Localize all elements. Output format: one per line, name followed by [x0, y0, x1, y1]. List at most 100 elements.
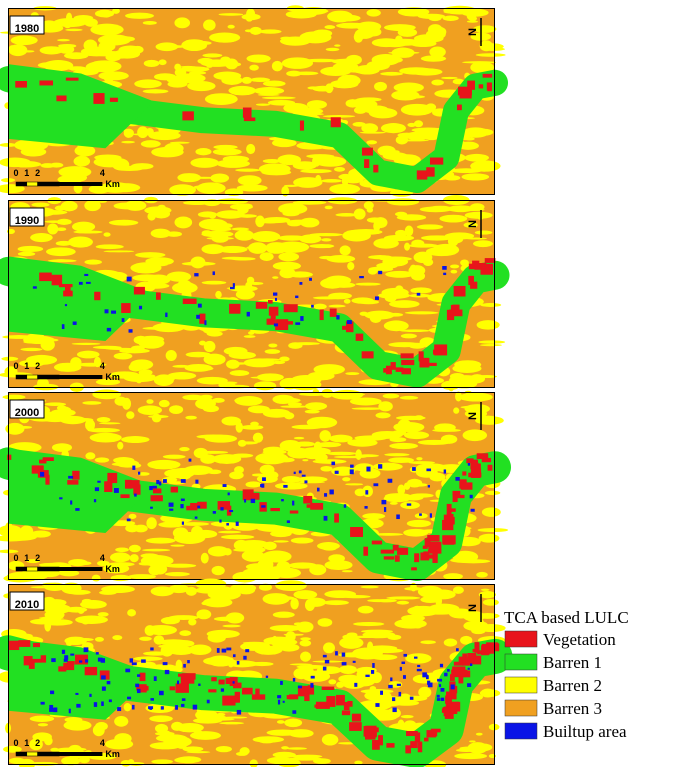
terrain-patch	[114, 397, 127, 406]
terrain-patch	[172, 640, 194, 647]
terrain-patch	[204, 341, 216, 352]
builtup-patch	[141, 659, 146, 662]
vegetation-patch	[483, 74, 493, 78]
terrain-patch	[234, 466, 244, 473]
builtup-patch	[84, 274, 88, 276]
vegetation-patch	[433, 732, 437, 737]
terrain-patch	[159, 59, 167, 65]
terrain-patch	[53, 18, 86, 27]
terrain-patch	[30, 716, 54, 722]
terrain-patch	[300, 640, 312, 647]
terrain-patch	[293, 177, 322, 188]
terrain-patch	[222, 625, 240, 628]
vegetation-patch	[383, 368, 388, 372]
builtup-patch	[161, 706, 164, 709]
scale-label: 2	[35, 168, 40, 178]
builtup-patch	[109, 699, 112, 702]
terrain-patch	[7, 533, 38, 541]
builtup-patch	[342, 653, 345, 657]
terrain-patch	[196, 435, 230, 439]
terrain-patch	[18, 426, 32, 429]
builtup-patch	[189, 459, 192, 462]
builtup-patch	[132, 705, 135, 710]
terrain-patch	[305, 410, 320, 414]
terrain-patch	[77, 638, 93, 641]
terrain-patch	[441, 77, 457, 79]
builtup-patch	[222, 649, 227, 653]
terrain-patch	[154, 374, 174, 386]
builtup-patch	[412, 467, 416, 471]
terrain-patch	[451, 218, 459, 221]
terrain-patch	[426, 29, 446, 40]
terrain-patch	[262, 97, 296, 100]
scale-label: 1	[24, 553, 29, 563]
builtup-patch	[111, 311, 116, 314]
builtup-patch	[228, 493, 230, 496]
terrain-patch	[145, 257, 174, 265]
terrain-patch	[291, 538, 314, 544]
terrain-patch	[121, 436, 149, 443]
terrain-patch	[411, 240, 424, 247]
terrain-patch	[75, 616, 108, 624]
vegetation-patch	[52, 275, 63, 286]
terrain-patch	[281, 746, 289, 749]
terrain-patch	[169, 184, 196, 195]
vegetation-patch	[350, 527, 363, 537]
terrain-patch	[460, 259, 469, 266]
terrain-patch	[272, 637, 282, 648]
terrain-patch	[453, 586, 464, 594]
vegetation-patch	[363, 547, 368, 556]
terrain-patch	[132, 274, 162, 281]
builtup-patch	[261, 484, 264, 488]
vegetation-patch	[386, 743, 394, 748]
terrain-patch	[94, 155, 121, 161]
terrain-patch	[344, 175, 364, 183]
legend-swatch	[505, 677, 537, 693]
builtup-patch	[410, 697, 414, 700]
terrain-patch	[287, 747, 307, 750]
north-label: N	[467, 604, 479, 612]
terrain-patch	[429, 473, 445, 482]
vegetation-patch	[24, 656, 33, 665]
terrain-patch	[481, 589, 490, 591]
builtup-patch	[404, 654, 407, 657]
vegetation-patch	[362, 351, 374, 358]
vegetation-patch	[41, 655, 46, 662]
vegetation-patch	[336, 695, 345, 705]
terrain-patch	[389, 443, 418, 449]
terrain-patch	[465, 237, 487, 239]
terrain-patch	[275, 580, 307, 591]
scale-label: 2	[35, 361, 40, 371]
vegetation-patch	[410, 741, 417, 748]
terrain-patch	[263, 450, 287, 455]
terrain-patch	[176, 723, 204, 732]
terrain-patch	[398, 85, 404, 95]
builtup-patch	[444, 673, 447, 677]
vegetation-patch	[208, 689, 216, 692]
vegetation-patch	[32, 659, 41, 663]
terrain-patch	[294, 622, 303, 625]
terrain-patch	[238, 175, 262, 185]
terrain-patch	[272, 61, 283, 71]
terrain-patch	[56, 241, 72, 246]
terrain-patch	[95, 637, 104, 642]
terrain-patch	[294, 71, 318, 75]
vegetation-patch	[222, 696, 235, 706]
terrain-patch	[485, 491, 500, 495]
terrain-patch	[124, 703, 132, 711]
terrain-patch	[398, 28, 417, 37]
terrain-patch	[57, 39, 70, 41]
terrain-patch	[480, 344, 502, 346]
legend-label: Barren 1	[543, 653, 602, 672]
vegetation-patch	[381, 550, 394, 554]
vegetation-patch	[474, 642, 479, 653]
terrain-patch	[344, 299, 351, 304]
terrain-patch	[260, 554, 287, 560]
terrain-patch	[130, 359, 153, 369]
terrain-patch	[336, 23, 367, 29]
terrain-patch	[60, 416, 86, 424]
terrain-patch	[378, 401, 393, 411]
terrain-patch	[374, 82, 387, 91]
builtup-patch	[440, 688, 444, 692]
terrain-patch	[305, 402, 327, 410]
